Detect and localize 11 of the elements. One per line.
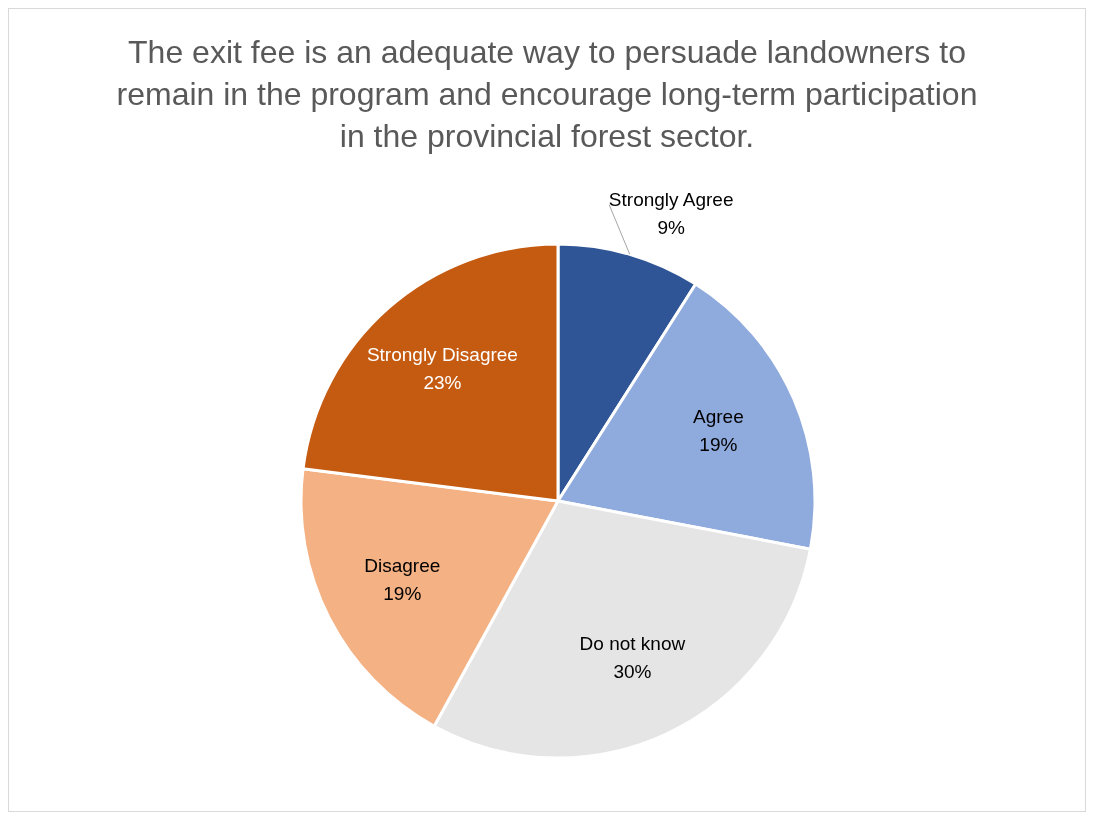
slice-label: Do not know	[579, 633, 686, 655]
data-label: 9%	[657, 216, 686, 238]
data-label: 30%	[613, 661, 652, 683]
data-label: 19%	[699, 433, 738, 455]
data-label: 23%	[423, 372, 462, 394]
slice-label: Disagree	[364, 554, 441, 576]
data-label: 19%	[383, 582, 422, 604]
slice-label: Agree	[693, 405, 744, 427]
slice-label: Strongly Agree	[608, 188, 734, 210]
slice-label: Strongly Disagree	[366, 344, 518, 366]
chart-title: The exit fee is an adequate way to persuade landowners to remain in the program and encourage long-term participation in the provincial forest sector.	[115, 33, 979, 156]
